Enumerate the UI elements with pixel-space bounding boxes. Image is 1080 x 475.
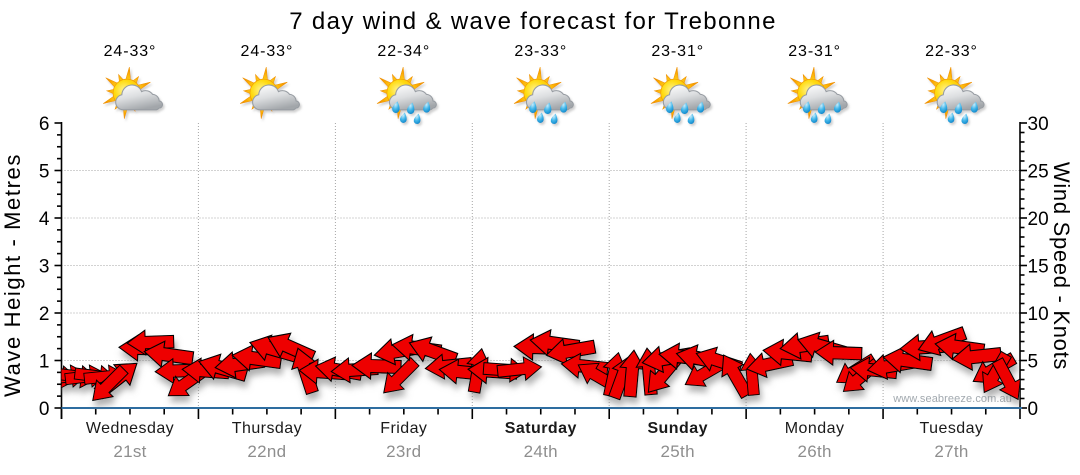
svg-text:5: 5 <box>39 161 50 182</box>
svg-text:Thursday: Thursday <box>232 420 302 437</box>
svg-text:1: 1 <box>39 351 50 372</box>
svg-text:30: 30 <box>1028 114 1049 135</box>
svg-text:23-31°: 23-31° <box>651 43 704 60</box>
svg-text:4: 4 <box>39 209 50 230</box>
svg-text:Wave Height - Metres: Wave Height - Metres <box>0 153 25 397</box>
svg-text:0: 0 <box>1028 399 1039 420</box>
svg-text:26th: 26th <box>797 442 831 461</box>
svg-text:27th: 27th <box>934 442 968 461</box>
svg-text:Wednesday: Wednesday <box>86 420 174 437</box>
svg-text:23-33°: 23-33° <box>514 43 567 60</box>
svg-text:0: 0 <box>39 399 50 420</box>
svg-text:21st: 21st <box>113 442 146 461</box>
svg-text:2: 2 <box>39 304 50 325</box>
svg-text:Friday: Friday <box>380 420 427 437</box>
svg-text:23-31°: 23-31° <box>788 43 841 60</box>
svg-text:23rd: 23rd <box>386 442 421 461</box>
svg-text:22-34°: 22-34° <box>377 43 430 60</box>
svg-text:10: 10 <box>1028 304 1049 325</box>
svg-text:22nd: 22nd <box>247 442 286 461</box>
svg-text:Tuesday: Tuesday <box>920 420 984 437</box>
svg-text:3: 3 <box>39 256 50 277</box>
svg-text:25th: 25th <box>661 442 695 461</box>
svg-text:25: 25 <box>1028 161 1049 182</box>
svg-text:24-33°: 24-33° <box>241 43 294 60</box>
svg-text:Monday: Monday <box>785 420 845 437</box>
svg-text:Saturday: Saturday <box>505 420 577 437</box>
svg-text:15: 15 <box>1028 256 1049 277</box>
svg-text:Wind Speed - Knots: Wind Speed - Knots <box>1049 162 1074 370</box>
svg-text:Sunday: Sunday <box>647 420 708 437</box>
svg-text:20: 20 <box>1028 209 1049 230</box>
svg-text:22-33°: 22-33° <box>925 43 978 60</box>
svg-text:7 day wind & wave forecast for: 7 day wind & wave forecast for Trebonne <box>289 8 777 35</box>
svg-text:24th: 24th <box>524 442 558 461</box>
svg-text:24-33°: 24-33° <box>104 43 157 60</box>
svg-text:www.seabreeze.com.au: www.seabreeze.com.au <box>892 393 1012 405</box>
svg-text:5: 5 <box>1028 351 1039 372</box>
svg-text:6: 6 <box>39 114 50 135</box>
